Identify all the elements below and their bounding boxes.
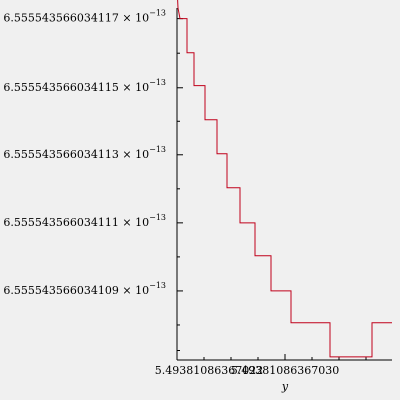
y-tick-label: 6.555543566034113 × 10−13 (3, 145, 166, 161)
y-tick-label: 6.555543566034109 × 10−13 (3, 281, 166, 297)
x-tick-label: 5.49381086367022 (155, 364, 263, 377)
y-tick-label: 6.555543566034115 × 10−13 (3, 78, 166, 94)
series-layer (177, 0, 392, 358)
y-tick-label-mantissa: 6.555543566034117 × 10 (3, 12, 149, 25)
axes-layer (176, 8, 392, 361)
x-tick-label: 5.49381086367030 (231, 364, 339, 377)
y-tick-label: 6.555543566034111 × 10−13 (3, 213, 166, 229)
x-axis-title: y (281, 380, 289, 393)
ticks-layer: 6.555543566034117 × 10−136.5555435660341… (3, 9, 367, 377)
y-tick-label-exponent: −13 (149, 145, 166, 154)
y-tick-label-exponent: −13 (149, 281, 166, 290)
y-tick-label-mantissa: 6.555543566034113 × 10 (3, 148, 149, 161)
y-tick-label-exponent: −13 (149, 213, 166, 222)
y-tick-label-mantissa: 6.555543566034115 × 10 (3, 81, 149, 94)
y-tick-label-exponent: −13 (149, 78, 166, 87)
y-tick-label-exponent: −13 (149, 9, 166, 18)
y-tick-label-mantissa: 6.555543566034109 × 10 (3, 284, 149, 297)
y-tick-label: 6.555543566034117 × 10−13 (3, 9, 166, 25)
series-line (177, 0, 392, 358)
y-tick-label-mantissa: 6.555543566034111 × 10 (3, 216, 149, 229)
